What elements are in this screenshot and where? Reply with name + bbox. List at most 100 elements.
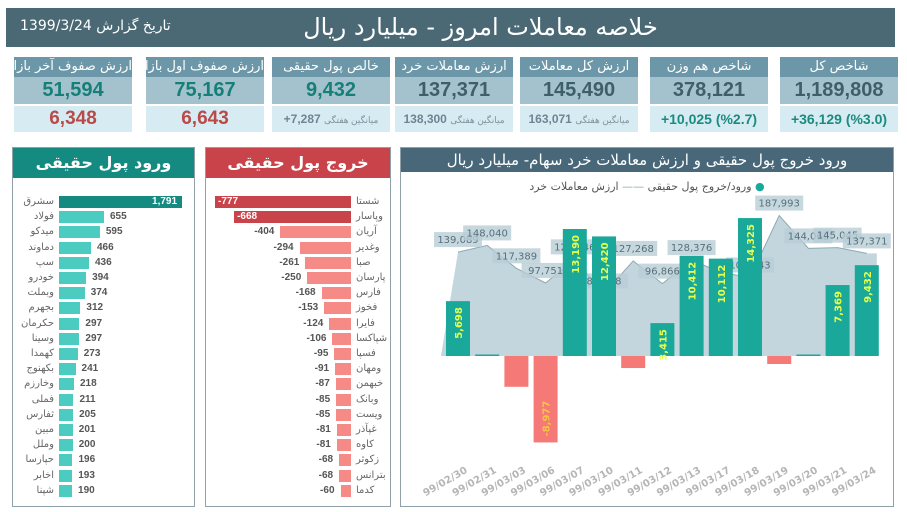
ticker-name: سپ (35, 256, 54, 268)
retail-label: 128,376 (671, 243, 712, 254)
inflow-bar (59, 454, 73, 467)
outflow-bar (234, 211, 351, 224)
ticker-name: وپاسار (356, 211, 383, 223)
retail-label-box (492, 248, 541, 264)
flow-bar (825, 285, 850, 356)
inflow-value: 297 (85, 332, 103, 344)
flow-bar (592, 236, 616, 356)
outflow-bar (280, 226, 351, 239)
retail-label-box (755, 195, 804, 211)
ticker-name: کهمدا (30, 348, 54, 359)
ticker-name: بترانس (356, 469, 386, 481)
inflow-bar (59, 393, 74, 406)
outflow-bar (215, 196, 351, 208)
flow-chart: 139,089148,040117,38997,751129,34683,758… (422, 195, 891, 499)
summary-card: ارزش کل معاملات 145,490 163,071 میانگین ه… (520, 57, 638, 132)
ticker-name: کدما (356, 484, 375, 496)
retail-label: 187,993 (759, 199, 800, 210)
summary-card: ارزش صفوف آخر بازار 51,594 6,348 (14, 57, 132, 132)
card-sub-label: میانگین هفتگی (324, 115, 379, 125)
card-sub-label: میانگین هفتگی (575, 115, 630, 125)
inflow-value: 297 (85, 317, 103, 329)
legend-dot-icon: ● (755, 180, 765, 193)
outflow-bar (339, 469, 351, 482)
retail-label-box (638, 263, 687, 279)
outflow-value: -87 (315, 378, 330, 390)
outflow-bar (335, 378, 351, 391)
card-title: ارزش صفوف اول بازار (146, 57, 264, 77)
outflow-value: -777 (218, 196, 239, 207)
outflow-value: -85 (315, 408, 331, 420)
outflow-value: -153 (298, 302, 319, 314)
outflow-value: -124 (303, 317, 324, 329)
card-value: 145,490 (520, 77, 638, 104)
inflow-bar (59, 226, 100, 239)
retail-label-box (463, 225, 512, 241)
card-weekly-avg: 163,071 میانگین هفتگی (520, 106, 638, 132)
outflow-bar (305, 256, 351, 269)
inflow-value: 193 (78, 469, 95, 481)
ticker-name: فارس (356, 287, 381, 299)
flow-bar (533, 356, 558, 443)
card-sub-value: 163,071 (528, 112, 572, 126)
outflow-bar (336, 439, 351, 452)
ticker-name: وملل (32, 439, 54, 451)
ticker-name: میدکو (30, 226, 54, 238)
inflow-bar (59, 287, 85, 300)
flow-bar (562, 229, 587, 356)
inflow-value: 200 (78, 439, 96, 451)
inflow-value: 241 (81, 363, 99, 375)
legend-flow: ورود/خروج پول حقیقی (647, 180, 752, 193)
inflow-bar (59, 196, 183, 208)
outflow-bar (334, 348, 351, 360)
inflow-bar (59, 241, 91, 254)
chart-title: ورود خروج پول حقیقی و ارزش معاملات خرد س… (401, 148, 893, 172)
outflow-bar (324, 302, 351, 315)
ticker-name: وخارزم (24, 378, 54, 390)
card-value: 1,189,808 (780, 77, 898, 104)
chart-legend: ● ورود/خروج پول حقیقی —— ارزش معاملات خر… (401, 180, 893, 193)
flow-label: 10,412 (688, 262, 699, 301)
flow-label: 10,112 (717, 265, 728, 304)
ticker-name: وبانک (356, 393, 379, 405)
inflow-value: 655 (109, 211, 127, 223)
ticker-name: شستا (356, 196, 380, 207)
card-sub-value: 138,300 (403, 112, 447, 126)
outflow-bar (307, 272, 351, 284)
inflow-value: 394 (92, 272, 109, 283)
flow-label: 5,698 (454, 307, 465, 339)
inflow-value: 196 (78, 454, 96, 466)
outflow-title: خروج پول حقیقی (206, 148, 390, 178)
retail-label: 96,866 (645, 267, 680, 278)
card-value: 51,594 (14, 77, 132, 104)
ticker-name: فسپا (356, 348, 376, 359)
card-value: 378,121 (650, 77, 768, 104)
card-weekly-avg: +7,287 میانگین هفتگی (272, 106, 390, 132)
outflow-value: -294 (273, 241, 294, 253)
ticker-name: بجهرم (28, 302, 54, 314)
retail-label-box (521, 262, 570, 278)
inflow-bar (59, 211, 104, 224)
card-value: 9,432 (272, 77, 390, 104)
inflow-value: 312 (86, 302, 104, 314)
outflow-bar (340, 484, 351, 497)
flow-label: 9,432 (863, 271, 874, 303)
outflow-bar (299, 241, 351, 254)
inflow-bar (59, 484, 73, 497)
outflow-value: -81 (316, 424, 331, 435)
outflow-value: -95 (313, 348, 329, 359)
retail-label: 97,751 (528, 266, 563, 277)
inflow-bar (59, 302, 81, 315)
ticker-name: شپاکسا (356, 332, 388, 344)
card-sub-value: +7,287 (283, 112, 321, 126)
retail-label: 137,371 (846, 236, 887, 247)
inflow-bar (59, 378, 74, 391)
inflow-bar (59, 408, 74, 421)
summary-card: ارزش معاملات خرد 137,371 138,300 میانگین … (395, 57, 513, 132)
outflow-bar (336, 424, 351, 436)
inflow-bar (59, 256, 89, 269)
ticker-name: شپنا (36, 484, 54, 496)
flow-chart-panel: ورود خروج پول حقیقی و ارزش معاملات خرد س… (400, 147, 894, 507)
card-weekly-avg: 138,300 میانگین هفتگی (395, 106, 513, 132)
outflow-bar (336, 393, 351, 406)
